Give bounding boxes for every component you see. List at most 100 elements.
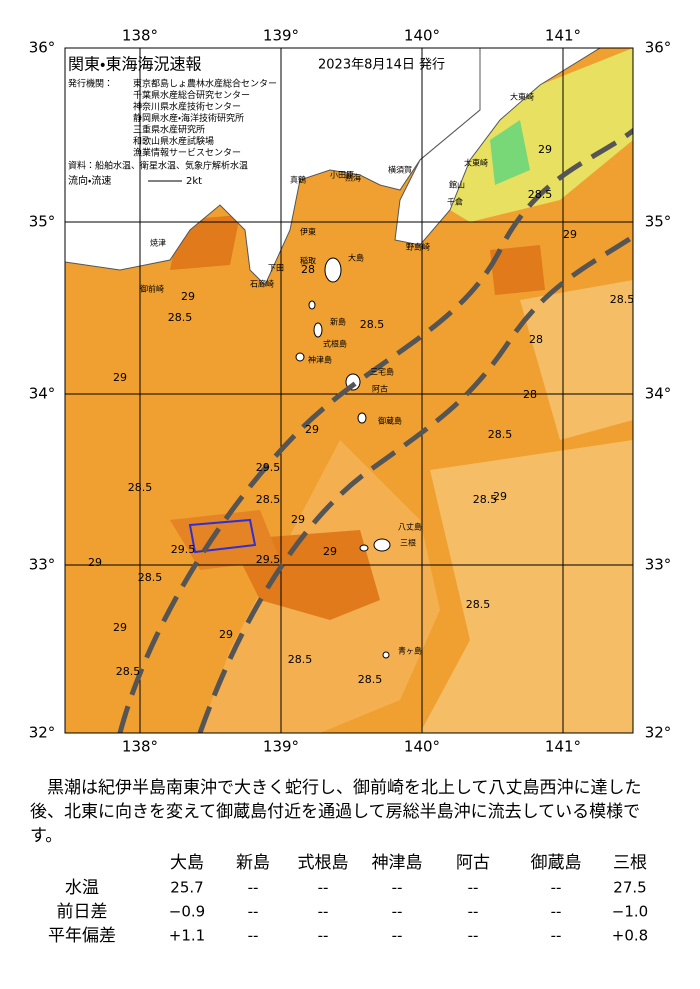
contour-label: 29 bbox=[538, 143, 552, 156]
place-name: 式根島 bbox=[323, 339, 347, 349]
place-name: 下田 bbox=[268, 264, 284, 273]
lat-label: 32° bbox=[645, 724, 672, 742]
contour-label: 29 bbox=[88, 556, 102, 569]
contour-label: 28.5 bbox=[288, 653, 313, 666]
contour-label: 29 bbox=[563, 228, 577, 241]
contour-label: 28.5 bbox=[473, 493, 498, 506]
issuer: 三重県水産研究所 bbox=[133, 124, 205, 136]
lat-label: 34° bbox=[645, 385, 672, 403]
cell: -- bbox=[318, 879, 329, 897]
cell: -- bbox=[392, 903, 403, 921]
place-name: 稲取 bbox=[300, 256, 316, 266]
place-name: 三宅島 bbox=[370, 367, 394, 377]
place-name: 石廊崎 bbox=[250, 279, 274, 289]
contour-label: 28.5 bbox=[528, 188, 553, 201]
lat-label: 35° bbox=[645, 213, 672, 231]
contour-label: 29.5 bbox=[256, 553, 281, 566]
contour-label: 28.5 bbox=[128, 481, 153, 494]
issuer-label: 発行機関： bbox=[68, 78, 113, 90]
lon-label: 138° bbox=[122, 27, 158, 45]
cell: +0.8 bbox=[612, 927, 648, 945]
issuer: 千葉県水産総合研究センター bbox=[133, 89, 250, 101]
contour-label: 29.5 bbox=[171, 543, 196, 556]
column-header: 式根島 bbox=[298, 853, 349, 873]
lon-label: 138° bbox=[122, 738, 158, 756]
place-name: 八丈島 bbox=[398, 522, 422, 532]
lat-label: 33° bbox=[645, 556, 672, 574]
lon-label: 139° bbox=[263, 738, 299, 756]
place-name: 新島 bbox=[330, 317, 346, 327]
place-name: 横須賀 bbox=[388, 165, 412, 175]
lat-label: 35° bbox=[29, 213, 56, 231]
contour-label: 28.5 bbox=[138, 571, 163, 584]
place-name: 大東崎 bbox=[510, 92, 534, 102]
column-header: 御蔵島 bbox=[531, 853, 582, 873]
row-label: 前日差 bbox=[57, 902, 108, 922]
place-name: 大島 bbox=[348, 253, 364, 263]
lat-label: 33° bbox=[29, 556, 56, 574]
cell: -- bbox=[248, 903, 259, 921]
current-scale: 2kt bbox=[186, 176, 202, 187]
contour-label: 29 bbox=[113, 621, 127, 634]
cell: -- bbox=[468, 879, 479, 897]
cell: -- bbox=[318, 927, 329, 945]
cell: 25.7 bbox=[170, 879, 203, 897]
contour-label: 28.5 bbox=[488, 428, 513, 441]
row-label: 水温 bbox=[65, 878, 99, 898]
map: 関東・東海海況速報 2023年8月14日 発行 発行機関： 資料：船舶水温、衛星… bbox=[29, 27, 672, 756]
issuer: 静岡県水産・海洋技術研究所 bbox=[133, 112, 244, 124]
contour-label: 28.5 bbox=[360, 318, 385, 331]
place-name: 真鶴 bbox=[290, 175, 306, 185]
column-header: 神津島 bbox=[372, 853, 423, 873]
cell: +1.1 bbox=[169, 927, 205, 945]
cell: −0.9 bbox=[169, 903, 205, 921]
contour-label: 29 bbox=[291, 513, 305, 526]
map-frame bbox=[64, 47, 634, 734]
place-name: 熱海 bbox=[345, 173, 361, 183]
contour-label: 28.5 bbox=[256, 493, 281, 506]
contour-label: 29 bbox=[323, 545, 337, 558]
place-name: 千倉 bbox=[447, 197, 463, 207]
lon-label: 141° bbox=[545, 27, 581, 45]
contour-label: 29 bbox=[305, 423, 319, 436]
title: 関東・東海海況速報 bbox=[68, 55, 201, 74]
issuer: 和歌山県水産試験場 bbox=[133, 135, 214, 147]
contour-label: 29 bbox=[493, 490, 507, 503]
cell: -- bbox=[551, 879, 562, 897]
column-header: 新島 bbox=[236, 853, 270, 873]
lon-label: 139° bbox=[263, 27, 299, 45]
place-name: 小田原 bbox=[330, 171, 354, 180]
current-label: 流向・流速 bbox=[68, 174, 111, 187]
cell: -- bbox=[468, 903, 479, 921]
row-label: 平年偏差 bbox=[48, 926, 116, 946]
column-header: 阿古 bbox=[456, 853, 490, 873]
place-name: 神津島 bbox=[308, 355, 332, 365]
cell: -- bbox=[248, 927, 259, 945]
issue-date: 2023年8月14日 発行 bbox=[318, 58, 445, 73]
cell: -- bbox=[318, 903, 329, 921]
sea-temperature bbox=[65, 48, 633, 733]
cell: -- bbox=[468, 927, 479, 945]
place-name: 太東崎 bbox=[464, 158, 488, 168]
issuer: 漁業情報サービスセンター bbox=[133, 147, 241, 159]
issuer: 神奈川県水産技術センター bbox=[133, 101, 241, 113]
contour-label: 28.5 bbox=[168, 311, 193, 324]
contour-label: 28 bbox=[529, 333, 543, 346]
contour-label: 29 bbox=[219, 628, 233, 641]
lat-label: 36° bbox=[29, 39, 56, 57]
place-name: 伊東 bbox=[300, 227, 316, 237]
cell: -- bbox=[551, 903, 562, 921]
cell: −1.0 bbox=[612, 903, 648, 921]
sources: 資料：船舶水温、衛星水温、気象庁解析水温 bbox=[68, 160, 248, 172]
place-name: 御蔵島 bbox=[378, 416, 402, 426]
issuer: 東京都島しょ農林水産総合センター bbox=[133, 78, 277, 90]
place-name: 三根 bbox=[400, 538, 416, 548]
lat-label: 36° bbox=[645, 39, 672, 57]
contour-label: 29 bbox=[113, 371, 127, 384]
contour-label: 29 bbox=[181, 290, 195, 303]
cell: 27.5 bbox=[613, 879, 646, 897]
lon-label: 140° bbox=[404, 27, 440, 45]
lat-label: 34° bbox=[29, 385, 56, 403]
